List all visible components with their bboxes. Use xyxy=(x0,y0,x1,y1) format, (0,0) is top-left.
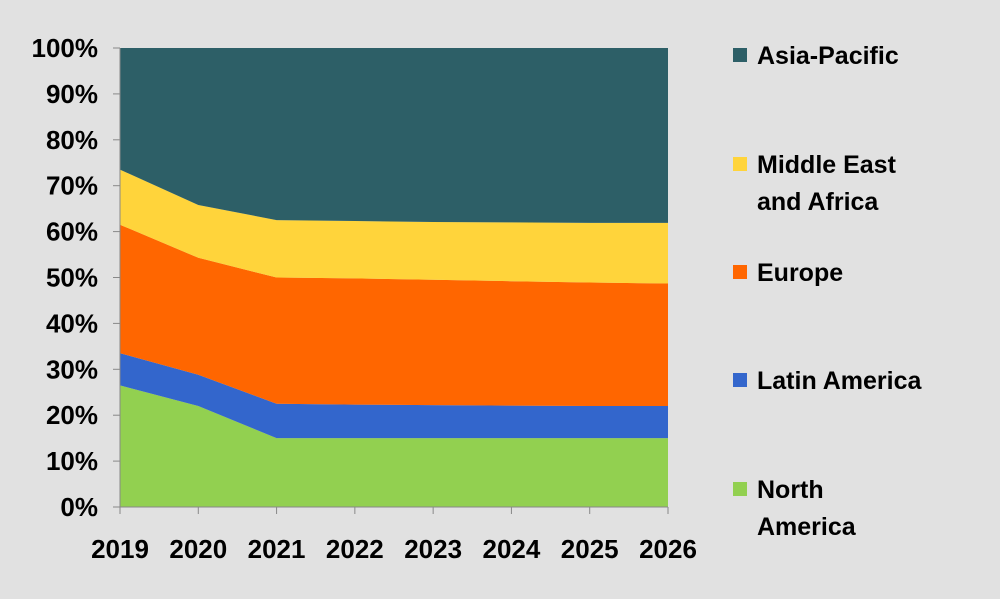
y-axis: 0% 10% 20% 30% 40% 50% 60% 70% 80% 90% 100% xyxy=(32,33,121,522)
legend-label: America xyxy=(757,513,857,541)
legend-label: Europe xyxy=(757,259,843,287)
y-tick-label: 70% xyxy=(46,171,98,201)
x-axis: 2019 2020 2021 2022 2023 2024 2025 2026 xyxy=(91,506,697,564)
legend-swatch-latin-america xyxy=(733,373,747,387)
plot-area xyxy=(120,48,668,507)
y-tick-label: 50% xyxy=(46,263,98,293)
legend-label: Asia-Pacific xyxy=(757,42,899,70)
legend-label: Latin America xyxy=(757,367,923,395)
legend-swatch-middle-east-and-africa xyxy=(733,157,747,171)
x-tick-label: 2021 xyxy=(248,534,306,564)
legend-label: North xyxy=(757,476,824,504)
y-tick-label: 10% xyxy=(46,446,98,476)
y-tick-label: 20% xyxy=(46,400,98,430)
area-asia-pacific xyxy=(120,48,668,223)
x-tick-label: 2024 xyxy=(483,534,541,564)
x-tick-label: 2023 xyxy=(404,534,462,564)
area-middle-east-and-africa xyxy=(120,169,668,284)
y-tick-label: 60% xyxy=(46,217,98,247)
y-tick-label: 100% xyxy=(32,33,99,63)
legend-label: Middle East xyxy=(757,151,897,179)
y-tick-label: 90% xyxy=(46,79,98,109)
area-europe xyxy=(120,224,668,406)
legend-swatch-north-america xyxy=(733,482,747,496)
y-tick-label: 40% xyxy=(46,308,98,338)
area-latin-america xyxy=(120,353,668,439)
y-tick-label: 80% xyxy=(46,125,98,155)
x-tick-label: 2025 xyxy=(561,534,619,564)
y-tick-label: 0% xyxy=(60,492,98,522)
area-north-america xyxy=(120,385,668,507)
legend-swatch-asia-pacific xyxy=(733,48,747,62)
legend: Asia-Pacific Middle East and Africa Europe L… xyxy=(733,42,923,541)
x-tick-label: 2026 xyxy=(639,534,697,564)
x-tick-label: 2019 xyxy=(91,534,149,564)
x-tick-label: 2020 xyxy=(169,534,227,564)
x-tick-label: 2022 xyxy=(326,534,384,564)
y-tick-label: 30% xyxy=(46,354,98,384)
legend-swatch-europe xyxy=(733,265,747,279)
legend-label: and Africa xyxy=(757,188,879,216)
